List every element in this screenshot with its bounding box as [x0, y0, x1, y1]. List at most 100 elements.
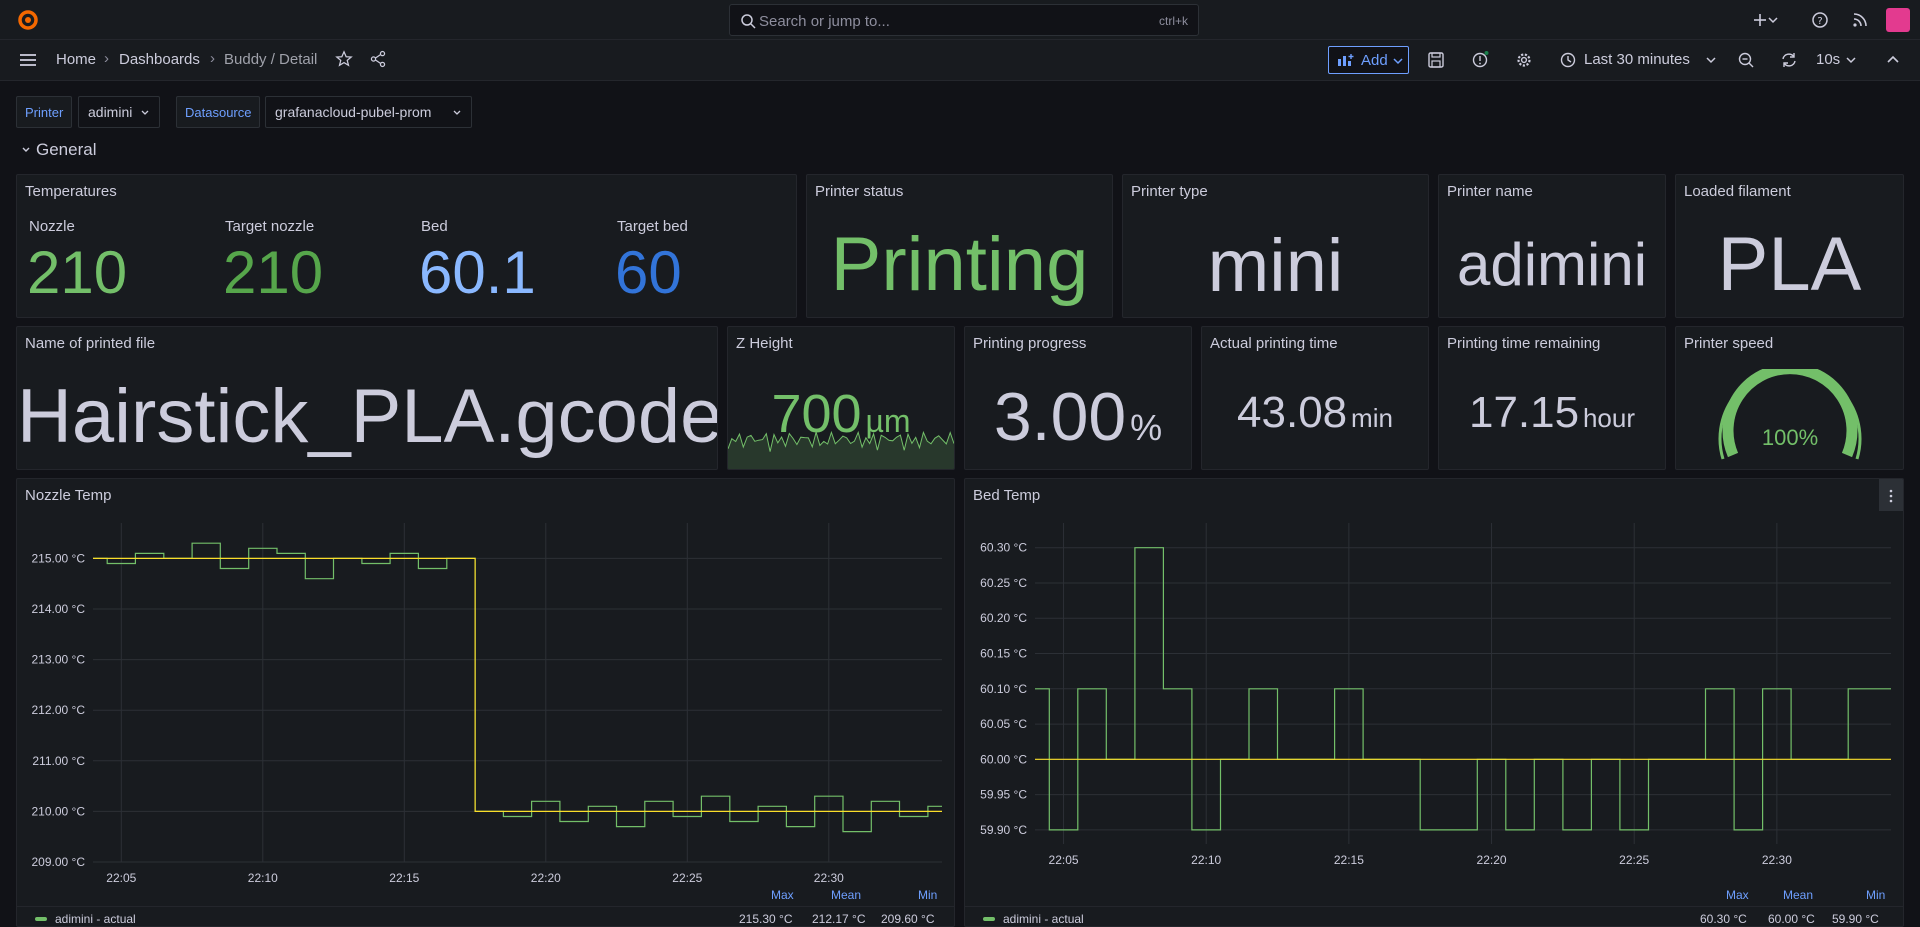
y-tick-label: 60.05 °C [980, 717, 1027, 731]
y-tick-label: 60.30 °C [980, 541, 1027, 555]
printing-progress-panel[interactable]: Printing progress 3.00 % [964, 326, 1192, 470]
x-tick-label: 22:30 [814, 871, 844, 885]
chevron-down-icon[interactable] [1706, 55, 1716, 65]
legend-mean-value: 212.17 °C [812, 912, 866, 926]
refresh-icon[interactable] [1780, 51, 1798, 69]
stat-value-nozzle: 210 [27, 239, 128, 306]
panel-title: Bed Temp [973, 487, 1041, 504]
stat-label-bed: Bed [421, 218, 448, 235]
printer-type-panel[interactable]: Printer type mini [1122, 174, 1429, 318]
legend-max-value: 60.30 °C [1700, 912, 1747, 926]
y-tick-label: 215.00 °C [31, 551, 85, 565]
bed-temp-panel[interactable]: Bed Temp 60.30 °C 60.25 °C 60.20 °C 60.15 °… [964, 478, 1904, 927]
clock-icon[interactable] [1559, 51, 1577, 69]
legend-header-max[interactable]: Max [771, 888, 794, 902]
rss-icon[interactable] [1850, 10, 1870, 30]
nozzle-temp-panel[interactable]: Nozzle Temp 215.00 °C 214.00 °C 213.00 °C 2… [16, 478, 955, 927]
nozzle-temp-chart[interactable]: 215.00 °C 214.00 °C 213.00 °C 212.00 °C 211.… [17, 479, 954, 927]
datasource-variable-select[interactable]: grafanacloud-pubel-prom [265, 96, 472, 128]
menu-icon[interactable] [18, 50, 38, 70]
legend-header-mean[interactable]: Mean [1783, 888, 1814, 902]
panel-title: Printer name [1447, 183, 1533, 200]
x-tick-label: 22:15 [389, 871, 419, 885]
y-tick-label: 214.00 °C [31, 602, 85, 616]
x-tick-label: 22:05 [1049, 853, 1079, 867]
gear-icon[interactable] [1515, 51, 1533, 69]
panel-title: Actual printing time [1210, 335, 1338, 352]
legend-series-name[interactable]: adimini - actual [1003, 912, 1084, 926]
printer-type-value: mini [1207, 224, 1344, 307]
panel-title: Printing progress [973, 335, 1087, 352]
printer-name-panel[interactable]: Printer name adimini [1438, 174, 1666, 318]
loaded-filament-panel[interactable]: Loaded filament PLA [1675, 174, 1904, 318]
printer-variable-label: Printer [16, 96, 72, 128]
printer-status-value: Printing [830, 222, 1089, 307]
x-tick-label: 22:05 [106, 871, 136, 885]
user-avatar[interactable] [1886, 8, 1910, 32]
chevron-down-icon[interactable] [1767, 10, 1779, 30]
svg-text:?: ? [1817, 16, 1822, 27]
legend-header-min[interactable]: Min [1866, 888, 1886, 902]
y-tick-label: 211.00 °C [32, 754, 85, 768]
y-tick-label: 60.00 °C [980, 752, 1027, 766]
help-icon[interactable]: ? [1810, 10, 1830, 30]
chevron-down-icon [1393, 58, 1403, 65]
legend-divider [965, 906, 1903, 907]
search-input[interactable]: Search or jump to... ctrl+k [729, 4, 1199, 36]
stat-label-nozzle: Nozzle [29, 218, 75, 235]
legend-max-value: 215.30 °C [739, 912, 793, 926]
breadcrumb-separator: › [210, 50, 215, 67]
printer-variable-value: adimini [88, 104, 133, 120]
plus-icon[interactable] [1750, 10, 1770, 30]
add-button-label: Add [1361, 52, 1388, 69]
share-icon[interactable] [369, 50, 387, 68]
legend-min-value: 209.60 °C [881, 912, 935, 926]
z-height-unit: µm [865, 403, 911, 439]
stat-value-bed: 60.1 [419, 239, 536, 306]
refresh-interval-picker[interactable]: 10s [1816, 51, 1841, 68]
top-bar: Search or jump to... ctrl+k ? [0, 0, 1920, 40]
chevron-up-icon[interactable] [1887, 54, 1899, 66]
breadcrumb-dashboards[interactable]: Dashboards [119, 51, 200, 68]
printer-speed-gauge: 100% [1718, 369, 1862, 460]
z-height-panel[interactable]: Z Height 700 µm [727, 326, 955, 470]
printer-variable-select[interactable]: adimini [78, 96, 160, 128]
panel-title: Printer speed [1684, 335, 1774, 352]
breadcrumb-home[interactable]: Home [56, 51, 97, 68]
panel-menu-button[interactable] [1879, 479, 1903, 511]
y-tick-label: 60.20 °C [980, 611, 1027, 625]
panel-title: Printer type [1131, 183, 1208, 200]
grafana-logo-icon[interactable] [16, 8, 40, 32]
insights-icon[interactable] [1471, 51, 1489, 69]
chevron-down-icon[interactable] [1846, 55, 1856, 65]
bed-temp-chart[interactable]: 60.30 °C 60.25 °C 60.20 °C 60.15 °C 60.10 °C… [965, 479, 1903, 927]
legend-header-mean[interactable]: Mean [831, 888, 862, 902]
printer-status-panel[interactable]: Printer status Printing [806, 174, 1113, 318]
add-button[interactable]: Add [1328, 46, 1409, 74]
legend-header-min[interactable]: Min [918, 888, 938, 902]
dashboard-navbar: Home › Dashboards › Buddy / Detail Add L… [0, 40, 1920, 81]
printer-speed-panel[interactable]: Printer speed 100% [1675, 326, 1904, 470]
actual-printing-time-value: 43.08 [1237, 388, 1348, 437]
temperatures-panel[interactable]: Temperatures Nozzle 210 Target nozzle 21… [16, 174, 797, 318]
legend-header-max[interactable]: Max [1726, 888, 1749, 902]
star-icon[interactable] [335, 50, 353, 68]
x-tick-label: 22:25 [672, 871, 702, 885]
z-height-stat: 700 µm [728, 387, 954, 441]
y-tick-label: 209.00 °C [31, 855, 85, 869]
chevron-down-icon [141, 110, 149, 115]
x-tick-label: 22:20 [531, 871, 561, 885]
actual-printing-time-panel[interactable]: Actual printing time 43.08 min [1201, 326, 1429, 470]
printed-file-value: Hairstick_PLA.gcode [17, 374, 718, 459]
printing-time-remaining-value: 17.15 [1468, 388, 1580, 437]
printing-time-remaining-panel[interactable]: Printing time remaining 17.15 hour [1438, 326, 1666, 470]
legend-series-name[interactable]: adimini - actual [55, 912, 136, 926]
save-icon[interactable] [1427, 51, 1445, 69]
printed-file-panel[interactable]: Name of printed file Hairstick_PLA.gcode [16, 326, 718, 470]
time-range-picker[interactable]: Last 30 minutes [1584, 51, 1690, 68]
legend-swatch [983, 917, 995, 921]
y-tick-label: 60.25 °C [980, 576, 1027, 590]
add-panel-icon [1338, 54, 1354, 66]
legend-min-value: 59.90 °C [1832, 912, 1879, 926]
zoom-out-icon[interactable] [1737, 51, 1755, 69]
